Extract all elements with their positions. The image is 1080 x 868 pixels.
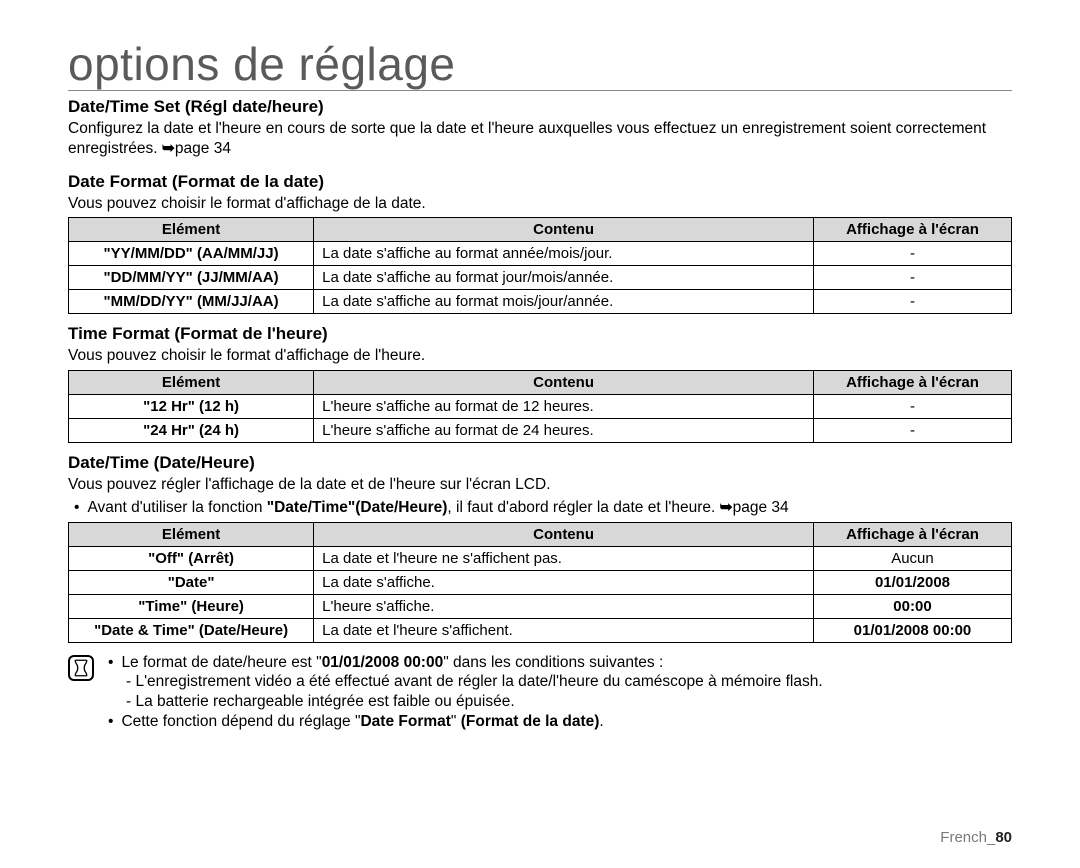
cell-elem: "24 Hr" (24 h) (69, 418, 314, 442)
cell-display: Aucun (813, 546, 1011, 570)
desc-datetime-disp: Vous pouvez régler l'affichage de la dat… (68, 475, 1012, 494)
cell-display: 00:00 (813, 594, 1011, 618)
note2-mid: " (451, 713, 461, 730)
table-row: "12 Hr" (12 h)L'heure s'affiche au forma… (69, 394, 1012, 418)
bullet-bold: "Date/Time"(Date/Heure) (267, 499, 448, 516)
th-content: Contenu (314, 370, 814, 394)
table-row: "Off" (Arrêt)La date et l'heure ne s'aff… (69, 546, 1012, 570)
heading-date-format: Date Format (Format de la date) (68, 172, 1012, 192)
note2-bold1: Date Format (360, 713, 450, 730)
table-row: "Time" (Heure)L'heure s'affiche.00:00 (69, 594, 1012, 618)
bullet-after: , il faut d'abord régler la date et l'he… (447, 499, 719, 516)
table-row: "Date"La date s'affiche.01/01/2008 (69, 570, 1012, 594)
th-elem: Elément (69, 218, 314, 242)
cell-content: La date et l'heure s'affichent. (314, 618, 814, 642)
note1-sub2: - La batterie rechargeable intégrée est … (126, 692, 823, 712)
cell-elem: "MM/DD/YY" (MM/JJ/AA) (69, 290, 314, 314)
heading-datetime-disp: Date/Time (Date/Heure) (68, 453, 1012, 473)
th-display: Affichage à l'écran (813, 522, 1011, 546)
table-row: "MM/DD/YY" (MM/JJ/AA)La date s'affiche a… (69, 290, 1012, 314)
page-title: options de réglage (68, 40, 1012, 91)
th-content: Contenu (314, 218, 814, 242)
th-elem: Elément (69, 522, 314, 546)
th-display: Affichage à l'écran (813, 218, 1011, 242)
desc-date-format: Vous pouvez choisir le format d'affichag… (68, 194, 1012, 213)
bullet-datetime-disp: • Avant d'utiliser la fonction "Date/Tim… (74, 498, 1012, 517)
desc-datetime-set: Configurez la date et l'heure en cours d… (68, 119, 1012, 158)
bullet-before: Avant d'utiliser la fonction (87, 499, 266, 516)
bullet-icon: • (108, 653, 113, 672)
note-box: • Le format de date/heure est "01/01/200… (68, 653, 1012, 732)
table-row: "YY/MM/DD" (AA/MM/JJ)La date s'affiche a… (69, 242, 1012, 266)
note2-bold2: (Format de la date) (461, 713, 600, 730)
table-time-format: ElémentContenuAffichage à l'écran"12 Hr"… (68, 370, 1012, 443)
cell-content: L'heure s'affiche au format de 12 heures… (314, 394, 814, 418)
note1-sub1: - L'enregistrement vidéo a été effectué … (126, 672, 823, 692)
cell-display: 01/01/2008 00:00 (813, 618, 1011, 642)
cell-display: - (813, 242, 1011, 266)
arrow-icon: ➥ (162, 140, 175, 157)
cell-display: - (813, 394, 1011, 418)
table-row: "Date & Time" (Date/Heure)La date et l'h… (69, 618, 1012, 642)
cell-elem: "Time" (Heure) (69, 594, 314, 618)
arrow-icon: ➥ (720, 499, 733, 516)
cell-content: La date s'affiche au format jour/mois/an… (314, 266, 814, 290)
note1-bold: 01/01/2008 00:00 (322, 654, 444, 671)
cell-elem: "Date" (69, 570, 314, 594)
cell-elem: "YY/MM/DD" (AA/MM/JJ) (69, 242, 314, 266)
page-footer: French_80 (940, 829, 1012, 846)
cell-display: - (813, 418, 1011, 442)
cell-content: L'heure s'affiche. (314, 594, 814, 618)
th-content: Contenu (314, 522, 814, 546)
note2-before: Cette fonction dépend du réglage " (121, 713, 360, 730)
heading-time-format: Time Format (Format de l'heure) (68, 324, 1012, 344)
note1-before: Le format de date/heure est " (121, 654, 321, 671)
note2-after: . (599, 713, 603, 730)
th-display: Affichage à l'écran (813, 370, 1011, 394)
cell-display: 01/01/2008 (813, 570, 1011, 594)
bullet-icon: • (108, 712, 113, 731)
cell-content: La date et l'heure ne s'affichent pas. (314, 546, 814, 570)
note-bullet-1: • Le format de date/heure est "01/01/200… (108, 653, 823, 672)
bullet-icon: • (74, 498, 79, 517)
cell-elem: "Off" (Arrêt) (69, 546, 314, 570)
cell-elem: "12 Hr" (12 h) (69, 394, 314, 418)
cell-content: L'heure s'affiche au format de 24 heures… (314, 418, 814, 442)
cell-content: La date s'affiche au format mois/jour/an… (314, 290, 814, 314)
note1-after: " dans les conditions suivantes : (443, 654, 663, 671)
cell-elem: "Date & Time" (Date/Heure) (69, 618, 314, 642)
cell-elem: "DD/MM/YY" (JJ/MM/AA) (69, 266, 314, 290)
page-ref-datetime-set: page 34 (175, 140, 231, 157)
note-icon (68, 655, 94, 681)
cell-display: - (813, 266, 1011, 290)
cell-display: - (813, 290, 1011, 314)
table-date-format: ElémentContenuAffichage à l'écran"YY/MM/… (68, 217, 1012, 314)
note-bullet-2: • Cette fonction dépend du réglage "Date… (108, 712, 823, 731)
cell-content: La date s'affiche. (314, 570, 814, 594)
table-row: "DD/MM/YY" (JJ/MM/AA)La date s'affiche a… (69, 266, 1012, 290)
th-elem: Elément (69, 370, 314, 394)
footer-prefix: French_ (940, 829, 995, 846)
cell-content: La date s'affiche au format année/mois/j… (314, 242, 814, 266)
page-ref-datetime-disp: page 34 (733, 499, 789, 516)
table-datetime-disp: ElémentContenuAffichage à l'écran"Off" (… (68, 522, 1012, 643)
desc-time-format: Vous pouvez choisir le format d'affichag… (68, 346, 1012, 365)
table-row: "24 Hr" (24 h)L'heure s'affiche au forma… (69, 418, 1012, 442)
footer-page: 80 (995, 829, 1012, 846)
heading-datetime-set: Date/Time Set (Régl date/heure) (68, 97, 1012, 117)
